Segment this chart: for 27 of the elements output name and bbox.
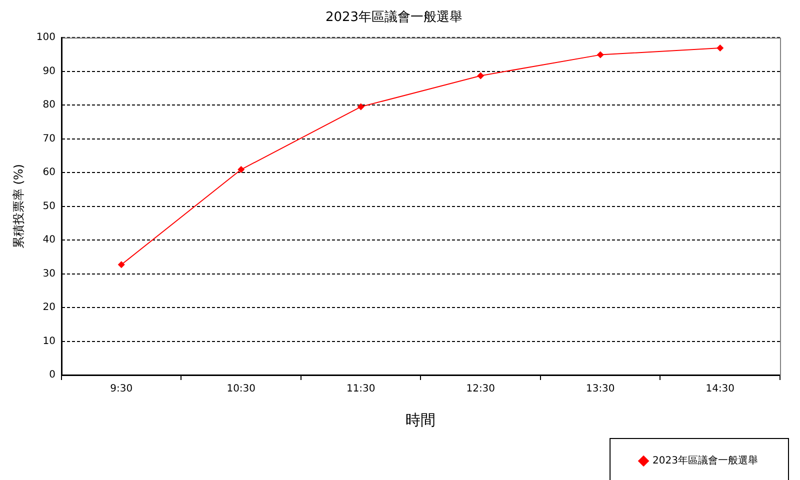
legend-label: 2023年區議會一般選舉: [652, 454, 758, 467]
y-tick-label: 100: [36, 32, 56, 44]
point: [238, 166, 245, 174]
y-tick-label: 10: [42, 336, 56, 347]
y-tick-label: 0: [49, 370, 56, 381]
x-tick-label: 14:30: [706, 384, 735, 395]
x-tick-label: 10:30: [226, 384, 256, 395]
x-tick-label: 13:30: [586, 384, 615, 395]
x-axis-title: 時間: [406, 410, 436, 429]
y-tick-label: 40: [42, 234, 56, 246]
point: [118, 261, 125, 268]
x-tick-label: 9:30: [110, 384, 133, 395]
point: [477, 72, 484, 80]
x-tick-label: 11:30: [346, 384, 376, 395]
y-tick-label: 60: [42, 167, 56, 178]
y-tick-label: 30: [42, 268, 56, 280]
y-axis-title: 累積投票率 (%): [11, 164, 26, 249]
point: [716, 44, 724, 52]
point: [596, 51, 604, 58]
y-tick-label: 50: [42, 200, 56, 212]
y-tick-label: 80: [42, 100, 56, 111]
point: [357, 103, 364, 110]
y-tick-label: 20: [42, 302, 56, 314]
x-tick-label: 12:30: [466, 384, 496, 395]
chart-title: 2023年區議會一般選舉: [325, 10, 463, 26]
y-tick-label: 70: [42, 133, 56, 144]
y-tick-label: 90: [42, 66, 56, 77]
